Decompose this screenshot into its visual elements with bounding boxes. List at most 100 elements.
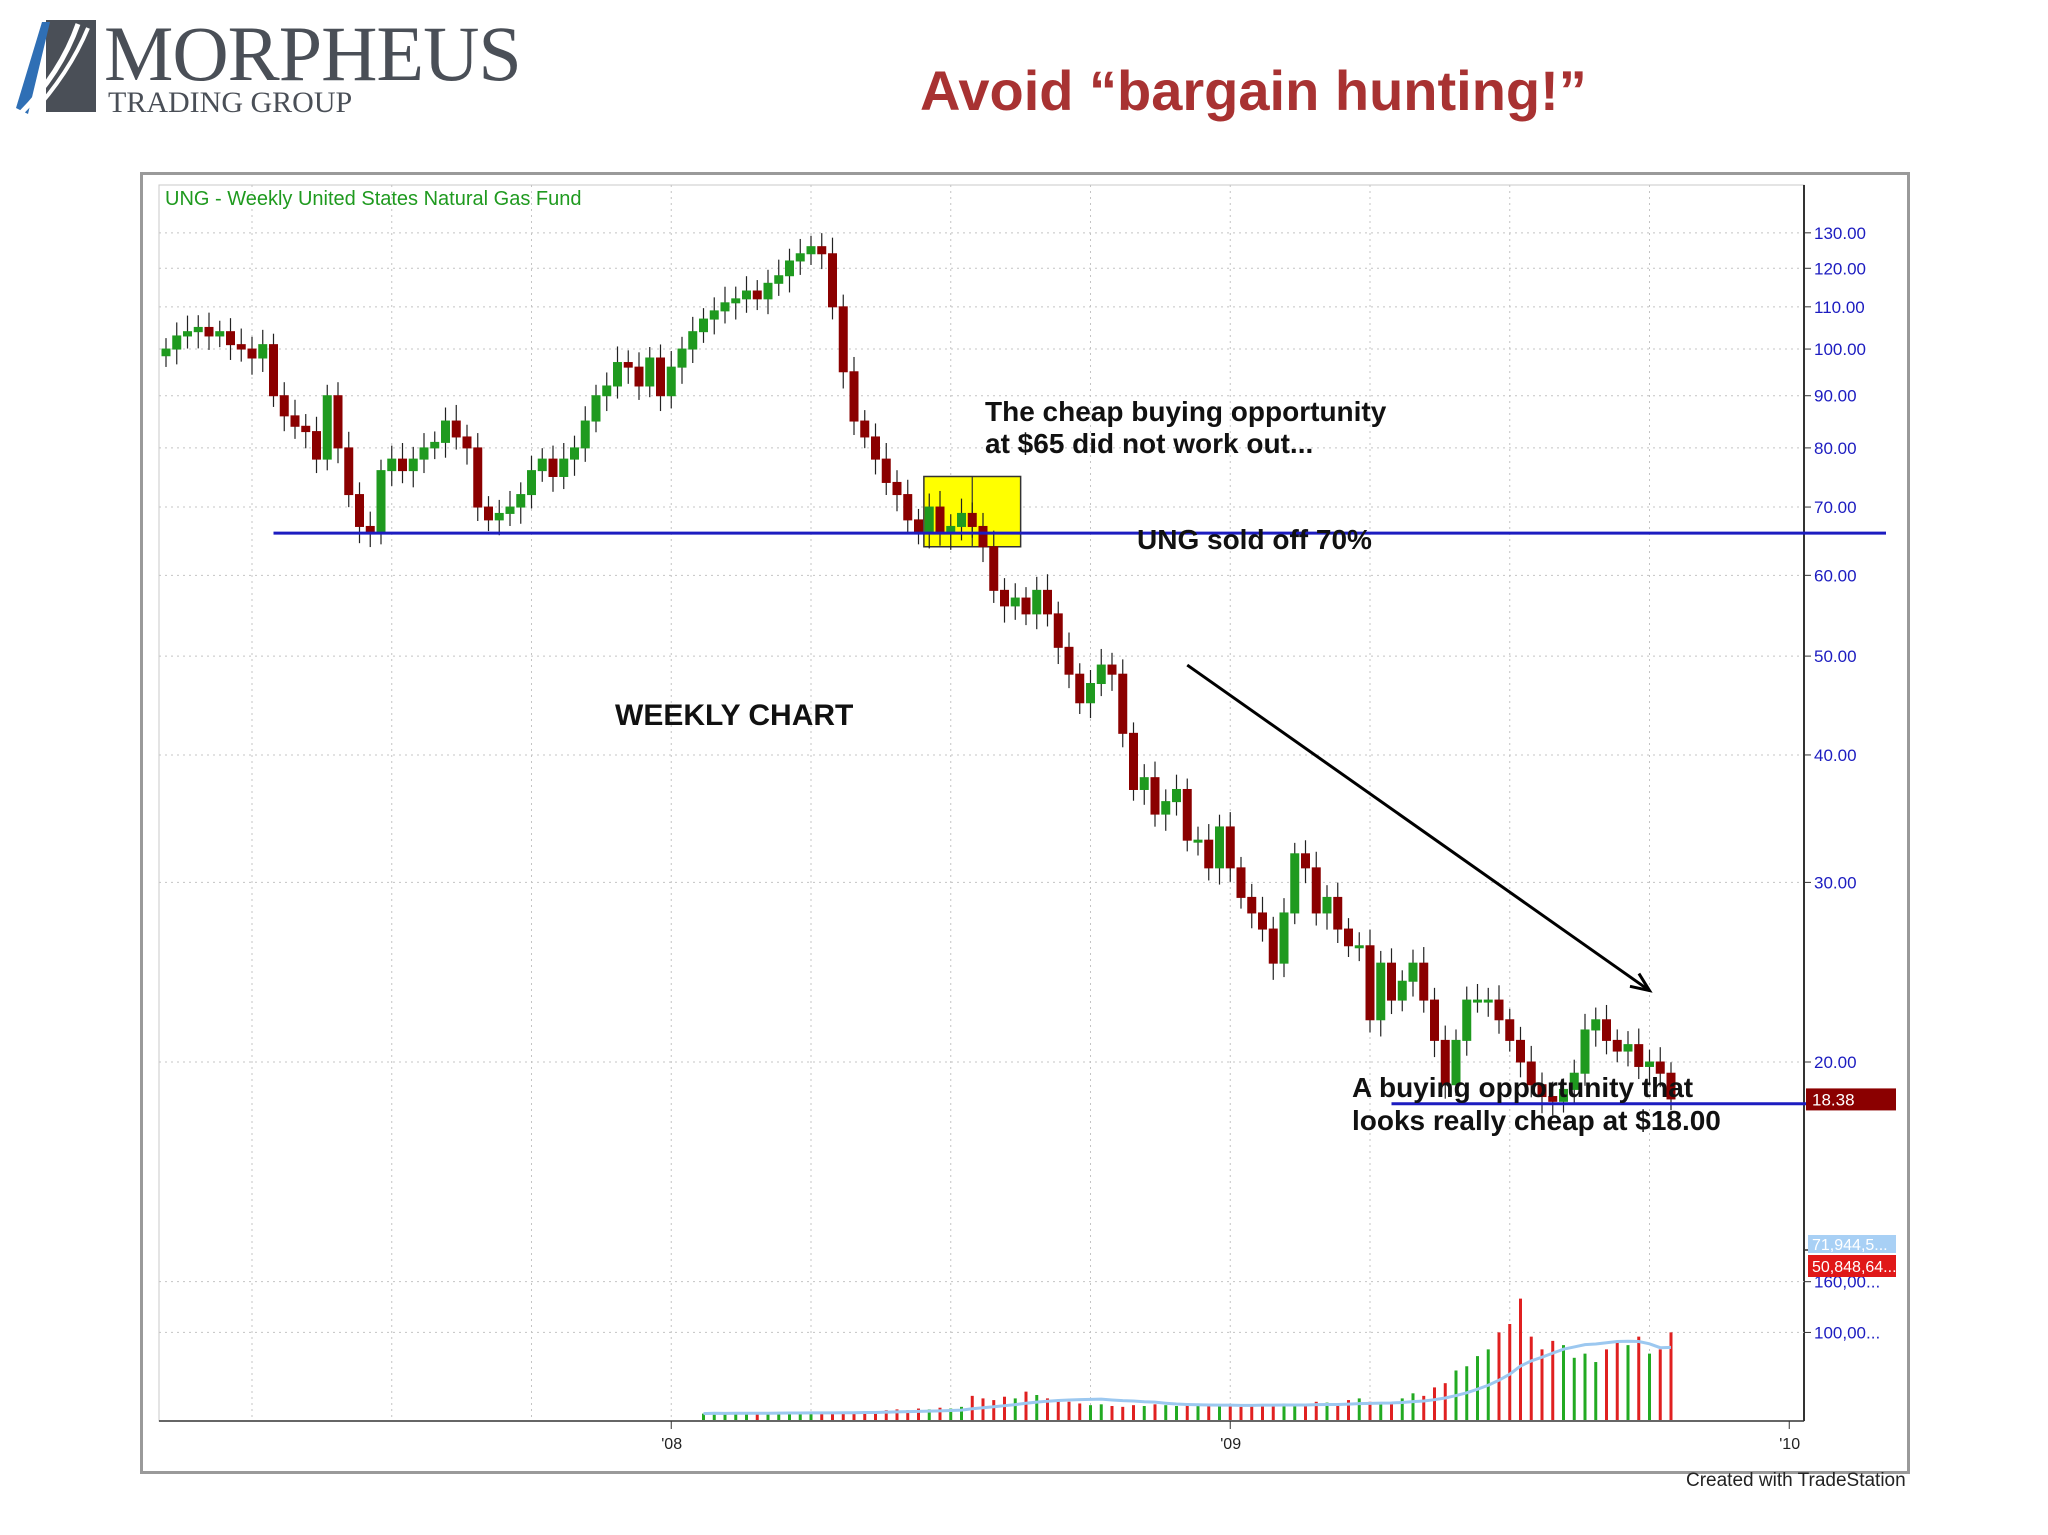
candle-body bbox=[1032, 589, 1042, 615]
y-tick-label: 40.00 bbox=[1814, 746, 1857, 765]
x-tick-label: '08 bbox=[661, 1436, 682, 1453]
y-tick-label: 80.00 bbox=[1814, 439, 1857, 458]
candle-body bbox=[376, 470, 386, 534]
candle-body bbox=[462, 436, 472, 449]
candle-body bbox=[1666, 1072, 1676, 1100]
y-tick-label: 70.00 bbox=[1814, 498, 1857, 517]
annotation-bargain-line1: A buying opportunity that bbox=[1352, 1072, 1693, 1103]
candle-body bbox=[709, 310, 719, 320]
x-tick-label: '10 bbox=[1779, 1436, 1800, 1453]
candle-body bbox=[838, 306, 848, 373]
candle-body bbox=[1505, 1019, 1515, 1041]
candle-body bbox=[666, 366, 676, 397]
candle-body bbox=[570, 447, 579, 460]
candle-body bbox=[1215, 826, 1224, 869]
candle-body bbox=[1430, 999, 1439, 1041]
page-title: Avoid “bargain hunting!” bbox=[920, 59, 1587, 122]
candle-body bbox=[935, 506, 945, 534]
candle-body bbox=[419, 447, 429, 460]
candle-body bbox=[742, 290, 751, 300]
candle-body bbox=[1236, 867, 1246, 898]
candle-body bbox=[473, 447, 483, 508]
candle-body bbox=[1161, 801, 1171, 815]
candle-body bbox=[1419, 962, 1429, 1001]
candle-body bbox=[795, 253, 805, 262]
chart-title: UNG - Weekly United States Natural Gas F… bbox=[165, 188, 581, 210]
candle-body bbox=[871, 436, 880, 460]
candle-body bbox=[828, 253, 837, 308]
candle-body bbox=[1494, 999, 1504, 1021]
candle-body bbox=[172, 335, 182, 350]
x-tick-label: '09 bbox=[1220, 1436, 1241, 1453]
candle-body bbox=[806, 246, 816, 255]
annotation-selloff: UNG sold off 70% bbox=[1137, 524, 1372, 555]
candle-body bbox=[333, 395, 343, 449]
y-tick-label: 60.00 bbox=[1814, 566, 1857, 585]
candle-body bbox=[677, 348, 687, 368]
candle-body bbox=[494, 512, 504, 521]
morpheus-logo: MORPHEUS TRADING GROUP bbox=[16, 14, 536, 124]
candle-body bbox=[989, 546, 999, 591]
candle-body bbox=[688, 331, 698, 350]
y-tick-label: 90.00 bbox=[1814, 387, 1857, 406]
candle-body bbox=[1559, 1088, 1568, 1102]
candle-body bbox=[1118, 673, 1128, 734]
candle-body bbox=[1290, 853, 1300, 914]
candle-body bbox=[1322, 896, 1332, 914]
candle-body bbox=[505, 506, 515, 514]
candle-body bbox=[720, 302, 730, 312]
candle-body bbox=[1408, 962, 1418, 982]
candle-body bbox=[290, 415, 300, 427]
candle-body bbox=[1096, 664, 1106, 685]
annotation-bargain-line2: looks really cheap at $18.00 bbox=[1352, 1105, 1721, 1136]
candle-body bbox=[1129, 732, 1138, 790]
credit-text: Created with TradeStation bbox=[1686, 1470, 1906, 1491]
candle-body bbox=[763, 282, 773, 300]
candle-body bbox=[817, 246, 827, 255]
candle-body bbox=[451, 420, 461, 438]
y-tick-label: 130.00 bbox=[1814, 224, 1866, 243]
volume-moving-average bbox=[703, 1339, 1672, 1416]
last-price-label: 18.38 bbox=[1812, 1090, 1855, 1109]
candle-body bbox=[226, 331, 235, 346]
candle-body bbox=[258, 344, 268, 359]
candle-body bbox=[752, 290, 762, 300]
candle-body bbox=[322, 395, 332, 460]
candle-body bbox=[1440, 1039, 1450, 1086]
y-tick-label: 110.00 bbox=[1814, 298, 1865, 317]
candle-body bbox=[1010, 597, 1020, 607]
candle-body bbox=[860, 420, 870, 438]
candle-body bbox=[1268, 928, 1278, 964]
volume-ma-badge bbox=[1808, 1235, 1896, 1253]
stock-chart: 130.00 120.00 110.00 100.00 90.00 80.00 70.00 6… bbox=[158, 184, 1897, 1453]
candle-body bbox=[967, 512, 977, 527]
candle-body bbox=[1483, 999, 1493, 1003]
volume-ma-label: 71,944,5... bbox=[1812, 1237, 1888, 1254]
plot-area bbox=[158, 184, 1805, 1422]
candle-body bbox=[236, 344, 246, 350]
candle-body bbox=[1591, 1019, 1601, 1031]
candle-body bbox=[892, 481, 902, 496]
y-tick-label: 30.00 bbox=[1814, 873, 1857, 892]
y-tick-label: 50.00 bbox=[1814, 647, 1857, 666]
volume-last-badge bbox=[1808, 1255, 1896, 1277]
candle-body bbox=[645, 357, 655, 387]
candle-body bbox=[1021, 597, 1031, 615]
candle-body bbox=[1537, 1084, 1547, 1098]
candle-body bbox=[1333, 896, 1343, 930]
candle-body bbox=[1602, 1019, 1611, 1041]
candle-body bbox=[279, 395, 289, 417]
candle-body bbox=[1086, 683, 1095, 704]
candle-body bbox=[1397, 980, 1407, 1001]
candle-body bbox=[1172, 788, 1181, 803]
candle-body bbox=[441, 420, 450, 443]
last-price-badge bbox=[1806, 1088, 1896, 1111]
candle-body bbox=[1526, 1061, 1536, 1086]
candle-body bbox=[1279, 912, 1289, 964]
candle-body bbox=[1376, 962, 1386, 1021]
candle-body bbox=[183, 331, 192, 337]
candle-body bbox=[656, 357, 665, 397]
selloff-arrow-head bbox=[1629, 972, 1653, 993]
candle-body bbox=[398, 458, 407, 472]
candle-body bbox=[387, 458, 397, 472]
